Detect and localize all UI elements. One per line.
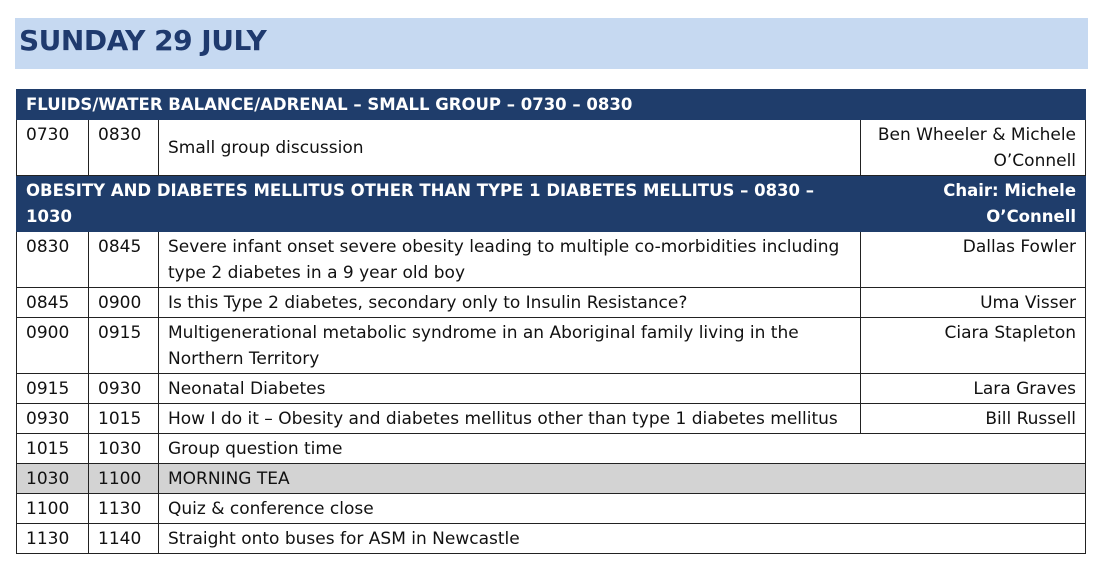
- start-time: 0830: [16, 231, 89, 288]
- schedule-row: 0730 0830 Small group discussion Ben Whe…: [16, 119, 1087, 176]
- schedule-row: 0845 0900 Is this Type 2 diabetes, secon…: [16, 287, 1087, 318]
- start-time: 1015: [16, 433, 89, 464]
- section-header-obesity: OBESITY AND DIABETES MELLITUS OTHER THAN…: [15, 175, 1087, 232]
- day-title: SUNDAY 29 JULY: [19, 24, 267, 57]
- topic: MORNING TEA: [157, 463, 1087, 494]
- section-title: FLUIDS/WATER BALANCE/ADRENAL – SMALL GRO…: [15, 89, 861, 120]
- end-time: 0915: [88, 317, 159, 374]
- section-header-fluids: FLUIDS/WATER BALANCE/ADRENAL – SMALL GRO…: [15, 89, 1087, 120]
- schedule-row: 0900 0915 Multigenerational metabolic sy…: [16, 317, 1087, 374]
- schedule-table: FLUIDS/WATER BALANCE/ADRENAL – SMALL GRO…: [15, 89, 1087, 554]
- end-time: 0845: [88, 231, 159, 288]
- topic: How I do it – Obesity and diabetes melli…: [157, 403, 862, 434]
- end-time: 1030: [88, 433, 159, 464]
- topic: Straight onto buses for ASM in Newcastle: [157, 523, 1087, 554]
- topic: Is this Type 2 diabetes, secondary only …: [157, 287, 862, 318]
- end-time: 0930: [88, 373, 159, 404]
- topic: Small group discussion: [157, 119, 862, 176]
- topic: Quiz & conference close: [157, 493, 1087, 524]
- speaker: Bill Russell: [860, 403, 1087, 434]
- speaker: Dallas Fowler: [860, 231, 1087, 288]
- schedule-row-conference-close: 1100 1130 Quiz & conference close: [16, 493, 1087, 524]
- topic: Severe infant onset severe obesity leadi…: [157, 231, 862, 288]
- section-chair: Chair: Michele O’Connell: [860, 175, 1087, 232]
- section-title: OBESITY AND DIABETES MELLITUS OTHER THAN…: [15, 175, 861, 232]
- speaker: Ben Wheeler & Michele O’Connell: [860, 119, 1087, 176]
- start-time: 0915: [16, 373, 89, 404]
- schedule-row-question-time: 1015 1030 Group question time: [16, 433, 1087, 464]
- topic: Multigenerational metabolic syndrome in …: [157, 317, 862, 374]
- day-banner: SUNDAY 29 JULY: [15, 18, 1088, 69]
- speaker: Lara Graves: [860, 373, 1087, 404]
- section-chair: [860, 89, 1087, 120]
- start-time: 0900: [16, 317, 89, 374]
- start-time: 1030: [16, 463, 89, 494]
- start-time: 0845: [16, 287, 89, 318]
- schedule-row-buses: 1130 1140 Straight onto buses for ASM in…: [16, 523, 1087, 554]
- schedule-row-morning-tea: 1030 1100 MORNING TEA: [16, 463, 1087, 494]
- end-time: 1140: [88, 523, 159, 554]
- speaker: Ciara Stapleton: [860, 317, 1087, 374]
- start-time: 1130: [16, 523, 89, 554]
- topic: Neonatal Diabetes: [157, 373, 862, 404]
- end-time: 0900: [88, 287, 159, 318]
- end-time: 1100: [88, 463, 159, 494]
- schedule-row: 0915 0930 Neonatal Diabetes Lara Graves: [16, 373, 1087, 404]
- end-time: 1130: [88, 493, 159, 524]
- schedule-row: 0930 1015 How I do it – Obesity and diab…: [16, 403, 1087, 434]
- end-time: 0830: [88, 119, 159, 176]
- schedule-row: 0830 0845 Severe infant onset severe obe…: [16, 231, 1087, 288]
- start-time: 0730: [16, 119, 89, 176]
- speaker: Uma Visser: [860, 287, 1087, 318]
- start-time: 0930: [16, 403, 89, 434]
- start-time: 1100: [16, 493, 89, 524]
- end-time: 1015: [88, 403, 159, 434]
- topic: Group question time: [157, 433, 1087, 464]
